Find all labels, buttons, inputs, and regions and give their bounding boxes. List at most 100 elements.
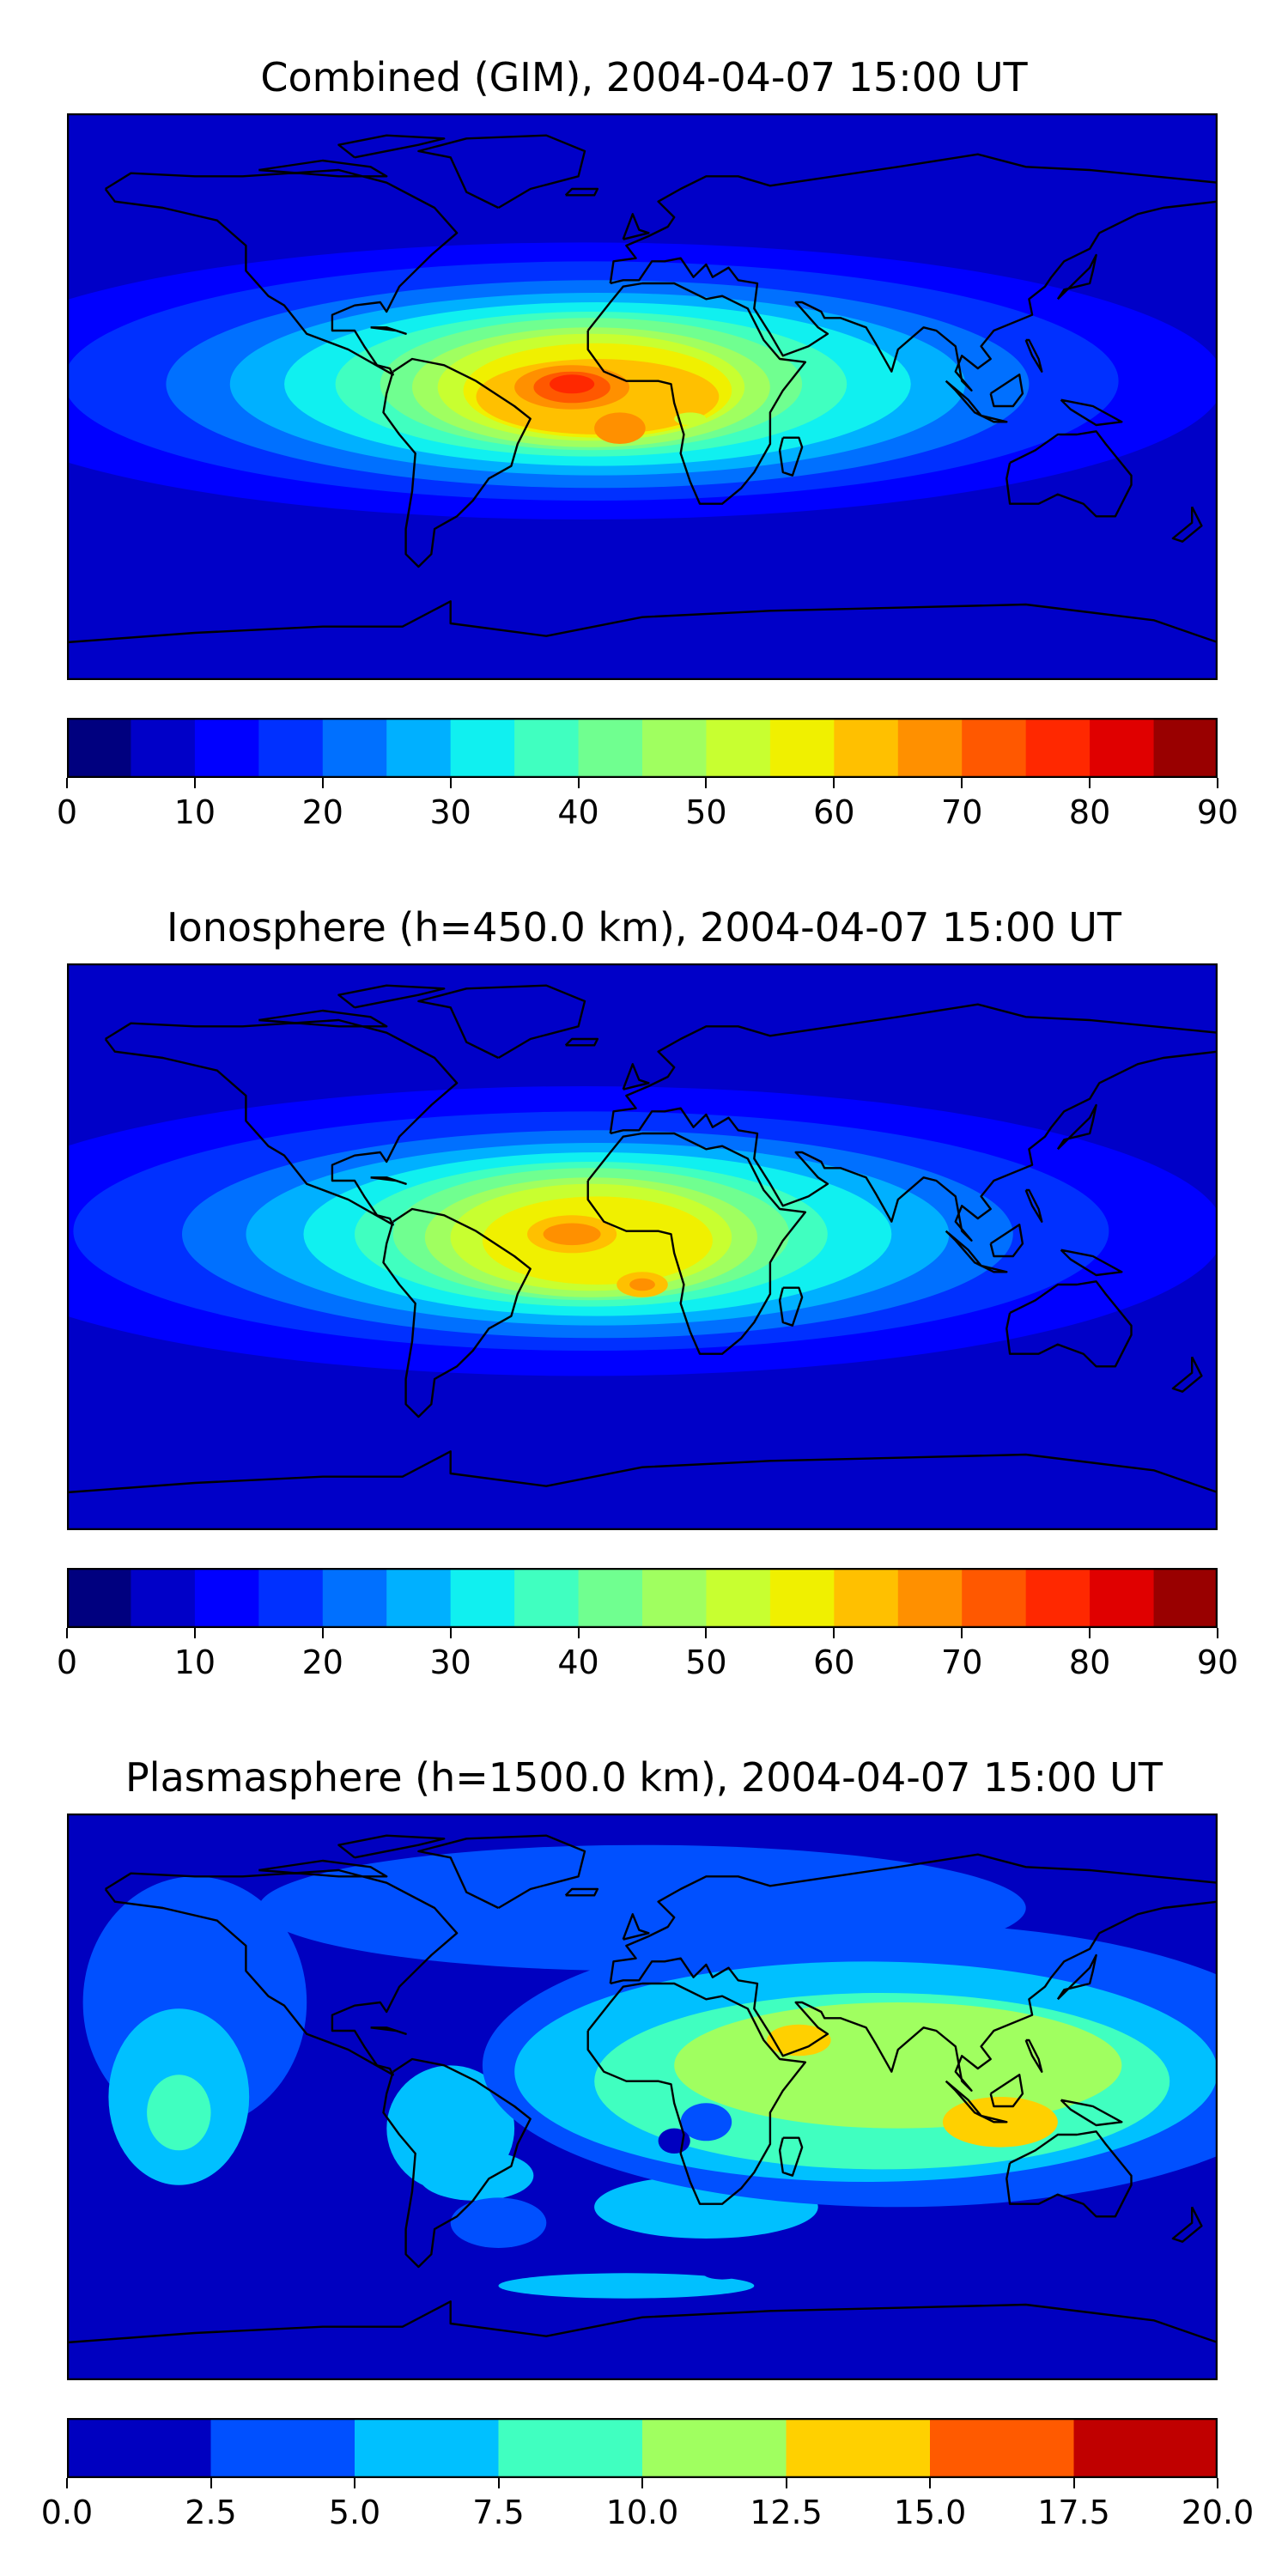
colorbar-segment — [834, 1568, 899, 1628]
colorbar-tickmark — [1217, 2478, 1218, 2488]
colorbar-tick-label: 40 — [557, 793, 599, 831]
colorbar-segment — [834, 718, 899, 778]
panel-2-colorbar: 0 10 20 30 40 50 60 70 80 90 — [57, 1568, 1238, 1681]
colorbar-segment — [897, 1568, 963, 1628]
panel-1-map — [67, 113, 1218, 680]
colorbar-tickmark — [961, 778, 963, 788]
colorbar-segment — [1025, 1568, 1091, 1628]
colorbar-tick-label: 80 — [1068, 1643, 1111, 1681]
colorbar-segment — [322, 718, 387, 778]
coastline — [67, 1834, 1218, 2344]
colorbar-tickmark — [1089, 1628, 1091, 1638]
colorbar-segment — [131, 1568, 196, 1628]
colorbar-segment — [578, 1568, 643, 1628]
colorbar-tickmark — [929, 2478, 931, 2488]
contour-region — [550, 374, 595, 394]
colorbar-tick-label: 50 — [685, 793, 727, 831]
colorbar-segment — [514, 1568, 580, 1628]
colorbar-segment — [210, 2418, 355, 2478]
panel-1-colorbar: 0 10 20 30 40 50 60 70 80 90 — [57, 718, 1238, 831]
contour-region — [543, 1223, 601, 1246]
panel-2-title: Ionosphere (h=450.0 km), 2004-04-07 15:0… — [167, 904, 1121, 951]
colorbar-tick-label: 10.0 — [605, 2494, 679, 2531]
colorbar-segment — [322, 1568, 387, 1628]
colorbar-tickmark — [705, 1628, 708, 1638]
colorbar-tick-label: 17.5 — [1037, 2494, 1110, 2531]
panel-3-colorbar: 0.0 2.5 5.0 7.5 10.0 12.5 15.0 17.5 20.0 — [41, 2418, 1254, 2531]
colorbar-segment — [706, 718, 771, 778]
colorbar-tick-label: 10 — [173, 1643, 216, 1681]
colorbar-segment — [1090, 1568, 1155, 1628]
colorbar-tickmark — [961, 1628, 963, 1638]
contour-region — [594, 412, 646, 444]
panel-2-map — [67, 963, 1218, 1530]
colorbar-tick-label: 30 — [429, 793, 471, 831]
colorbar-segment — [642, 1568, 707, 1628]
colorbar-segment — [67, 718, 131, 778]
contour-region — [674, 412, 707, 426]
colorbar-segment — [897, 718, 963, 778]
colorbar-tick-label: 10 — [173, 793, 216, 831]
colorbar-segment — [67, 2418, 211, 2478]
colorbar-tick-label: 60 — [813, 793, 855, 831]
colorbar-tickmark — [1089, 778, 1091, 788]
colorbar-segment — [450, 1568, 515, 1628]
colorbar-tick-label: 0 — [56, 1643, 78, 1681]
colorbar-segment — [498, 2418, 643, 2478]
colorbar-segment — [786, 2418, 931, 2478]
colorbar-segment — [578, 718, 643, 778]
colorbar-segment — [642, 2418, 787, 2478]
colorbar-segment — [131, 718, 196, 778]
colorbar-tick-label: 0.0 — [40, 2494, 94, 2531]
colorbar-tick-label: 20 — [301, 1643, 343, 1681]
colorbar-tickmark — [321, 1628, 324, 1638]
contour-region — [418, 2150, 534, 2201]
colorbar-segment — [1090, 718, 1155, 778]
colorbar-tick-label: 15.0 — [893, 2494, 967, 2531]
contour-region — [767, 2024, 831, 2057]
colorbar-tick-label: 50 — [685, 1643, 727, 1681]
colorbar-segment — [1153, 718, 1218, 778]
colorbar-tickmark — [833, 778, 835, 788]
colorbar-tickmark — [193, 1628, 196, 1638]
colorbar-tickmark — [705, 778, 708, 788]
colorbar-tickmark — [193, 778, 196, 788]
contour-region — [629, 1278, 655, 1291]
colorbar-tick-label: 0 — [56, 793, 78, 831]
colorbar-tick-label: 7.5 — [472, 2494, 525, 2531]
colorbar-tick-label: 70 — [941, 793, 983, 831]
map-frame — [67, 963, 1218, 1530]
colorbar-segment — [769, 718, 835, 778]
colorbar-tick-label: 20.0 — [1181, 2494, 1255, 2531]
colorbar-tick-label: 70 — [941, 1643, 983, 1681]
colorbar-segment — [258, 1568, 324, 1628]
colorbar-tickmark — [1217, 1628, 1218, 1638]
colorbar-tickmark — [785, 2478, 787, 2488]
map-frame — [67, 1814, 1218, 2380]
colorbar-tickmark — [210, 2478, 212, 2488]
colorbar-tick-label: 30 — [429, 1643, 471, 1681]
coastline — [67, 134, 1218, 644]
colorbar-tick-label: 40 — [557, 1643, 599, 1681]
colorbar-segment — [194, 718, 259, 778]
colorbar-tick-label: 12.5 — [750, 2494, 823, 2531]
colorbar-segment — [962, 718, 1027, 778]
colorbar-segment — [386, 1568, 452, 1628]
colorbar-tickmark — [641, 2478, 643, 2488]
contour-region — [498, 2273, 755, 2299]
colorbar-tickmark — [66, 2478, 68, 2488]
colorbar-tick-label: 5.0 — [328, 2494, 381, 2531]
colorbar-segment — [642, 718, 707, 778]
contour-region — [658, 2128, 690, 2154]
panel-1-title: Combined (GIM), 2004-04-07 15:00 UT — [260, 54, 1028, 100]
colorbar-tickmark — [577, 1628, 580, 1638]
colorbar-segment — [930, 2418, 1074, 2478]
colorbar-segment — [194, 1568, 259, 1628]
colorbar-segment — [706, 1568, 771, 1628]
coastline — [67, 984, 1218, 1494]
colorbar-tick-label: 60 — [813, 1643, 855, 1681]
colorbar-tickmark — [354, 2478, 355, 2488]
colorbar-tick-label: 90 — [1196, 1643, 1239, 1681]
colorbar-tickmark — [1217, 778, 1218, 788]
colorbar-segment — [67, 1568, 131, 1628]
